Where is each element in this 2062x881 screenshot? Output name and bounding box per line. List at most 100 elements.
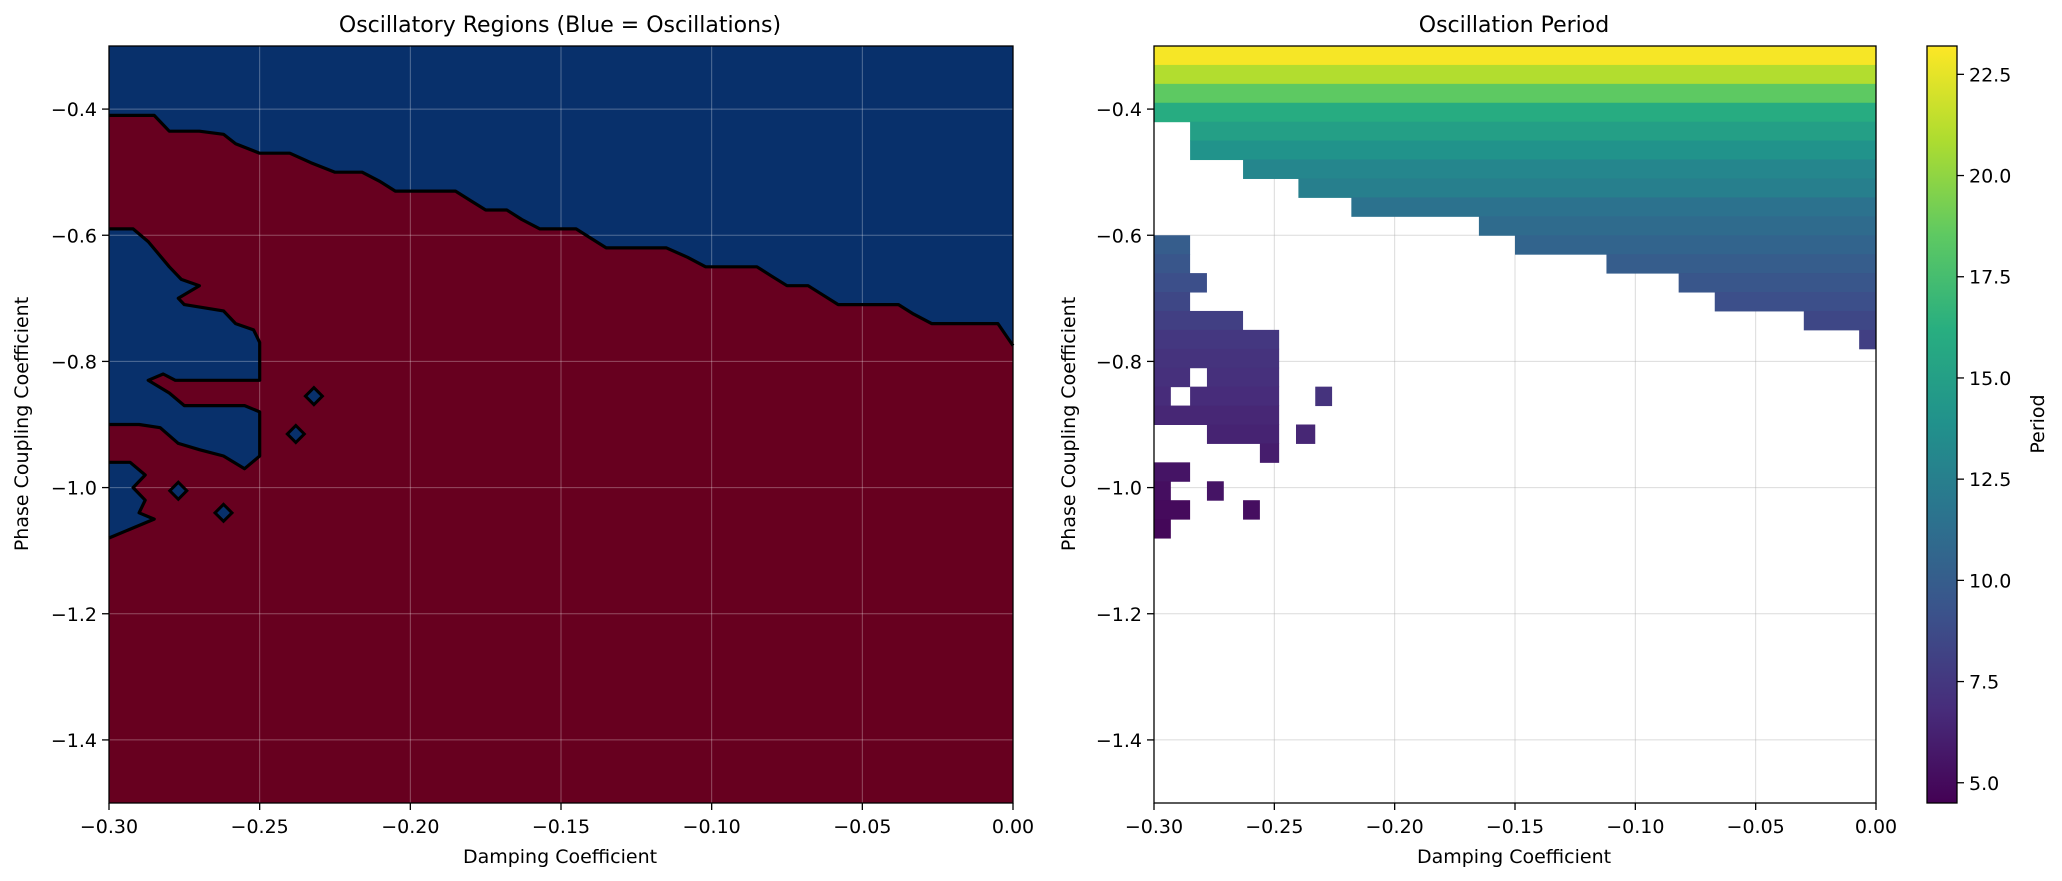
l-y-tick-label: −0.6: [51, 225, 97, 247]
period-cell: [1154, 481, 1171, 501]
period-row-cell: [1606, 254, 1876, 274]
left-y-axis-label: Phase Coupling Coefficient: [11, 297, 33, 551]
island-contour: [167, 480, 189, 502]
colorbar-tick-label: 12.5: [1969, 469, 2011, 491]
period-cell: [1206, 424, 1280, 444]
l-x-tick-label: −0.30: [80, 816, 138, 838]
l-x-tick-label: −0.10: [683, 816, 741, 838]
l-x-tick-label: −0.15: [532, 816, 590, 838]
colorbar-tick-label: 15.0: [1969, 368, 2011, 390]
period-cell: [1154, 519, 1171, 539]
colorbar-tick-label: 20.0: [1969, 166, 2011, 188]
period-row-cell: [1154, 46, 1876, 66]
period-cell: [1154, 310, 1244, 331]
period-row-cell: [1190, 140, 1876, 161]
oscillation-period-panel: Oscillation Period −0.30 −0.25 −0.20 −0.15−…: [1058, 13, 1897, 868]
l-y-tick-label: −0.4: [51, 99, 97, 121]
colorbar: 5.0 7.5 10.0 12.5 15.0 17.5 20.0 22.5 Period: [1926, 45, 2049, 804]
r-x-tick-label: −0.15: [1486, 816, 1544, 838]
period-cell: [1154, 348, 1280, 369]
period-cell: [1206, 367, 1280, 388]
boundary-contour-bottom-left: [108, 460, 156, 540]
r-x-tick-label: −0.20: [1366, 816, 1424, 838]
period-cell: [1154, 462, 1191, 482]
r-x-tick-label: −0.10: [1606, 816, 1664, 838]
period-row-cell: [1154, 102, 1876, 123]
left-y-ticks: −0.4 −0.6 −0.8 −1.0 −1.2 −1.4: [51, 99, 109, 752]
colorbar-ticks: 5.0 7.5 10.0 12.5 15.0 17.5 20.0 22.5: [1957, 64, 2011, 795]
oscillating-region-left: [109, 228, 260, 469]
period-row-cell: [1478, 216, 1876, 236]
right-y-axis-label: Phase Coupling Coefficient: [1058, 297, 1080, 551]
period-cell: [1190, 386, 1280, 407]
l-y-tick-label: −1.0: [51, 478, 97, 500]
left-chart-title: Oscillatory Regions (Blue = Oscillations…: [339, 13, 781, 38]
period-row-cell: [1351, 197, 1876, 217]
period-cell: [1154, 386, 1171, 407]
period-row-cell: [1154, 64, 1876, 85]
period-cell: [1154, 329, 1280, 350]
r-y-tick-label: −0.6: [1096, 225, 1142, 247]
period-row-cell: [1515, 235, 1876, 255]
r-x-tick-label: −0.05: [1727, 816, 1785, 838]
colorbar-tick-label: 17.5: [1969, 267, 2011, 289]
period-cell: [1154, 367, 1191, 388]
l-y-tick-label: −1.2: [51, 604, 97, 626]
left-x-ticks: −0.30 −0.25 −0.20 −0.15 −0.10 −0.05 0.00: [80, 803, 1034, 838]
l-x-tick-label: −0.20: [381, 816, 439, 838]
period-row-cell: [1678, 273, 1876, 293]
oscillating-region-bottom-left: [109, 462, 155, 538]
period-row-cell: [1298, 178, 1876, 198]
colorbar-tick-label: 22.5: [1969, 64, 2011, 86]
r-y-tick-label: −1.2: [1096, 604, 1142, 626]
r-x-tick-label: −0.30: [1125, 816, 1183, 838]
colorbar-tick-label: 10.0: [1969, 570, 2011, 592]
period-row-cell: [1190, 121, 1876, 142]
l-y-tick-label: −0.8: [51, 351, 97, 373]
island-contour: [303, 385, 325, 407]
period-cell: [1315, 386, 1333, 407]
r-y-tick-label: −0.8: [1096, 351, 1142, 373]
right-plot-area: [1153, 45, 1877, 804]
period-cell: [1243, 500, 1260, 520]
period-row-cell: [1714, 292, 1876, 312]
period-cell: [1154, 405, 1280, 425]
right-y-ticks: −0.4 −0.6 −0.8 −1.0 −1.2 −1.4: [1096, 99, 1154, 752]
oscillating-region-upper: [109, 46, 1013, 346]
period-cell: [1206, 481, 1224, 501]
colorbar-tick-label: 7.5: [1969, 672, 1999, 694]
period-cell: [1259, 443, 1280, 463]
period-row-cell: [1859, 329, 1876, 350]
island-contour: [285, 423, 307, 445]
right-x-ticks: −0.30 −0.25 −0.20 −0.15 −0.10 −0.05 0.00: [1125, 803, 1897, 838]
l-x-tick-label: 0.00: [992, 816, 1034, 838]
r-y-tick-label: −0.4: [1096, 99, 1142, 121]
period-cell: [1154, 254, 1191, 274]
period-row-cell: [1803, 310, 1876, 331]
colorbar-label: Period: [2027, 394, 2049, 453]
period-cell: [1295, 424, 1316, 444]
boundary-contour-left: [109, 227, 262, 471]
l-x-tick-label: −0.05: [833, 816, 891, 838]
period-cell: [1154, 500, 1191, 520]
period-cell: [1154, 292, 1191, 312]
left-x-axis-label: Damping Coefficient: [463, 846, 657, 868]
r-x-tick-label: −0.25: [1245, 816, 1303, 838]
oscillatory-regions-panel: Oscillatory Regions (Blue = Oscillations…: [11, 13, 1034, 868]
r-x-tick-label: 0.00: [1855, 816, 1897, 838]
period-row-cell: [1154, 83, 1876, 104]
l-y-tick-label: −1.4: [51, 730, 97, 752]
island-contour: [212, 502, 235, 524]
right-x-axis-label: Damping Coefficient: [1417, 846, 1611, 868]
right-chart-title: Oscillation Period: [1419, 13, 1609, 38]
period-row-cell: [1243, 159, 1876, 179]
boundary-contour-upper: [109, 113, 1015, 347]
r-y-tick-label: −1.0: [1096, 478, 1142, 500]
period-cell: [1154, 235, 1191, 255]
colorbar-tick-label: 5.0: [1969, 773, 1999, 795]
l-x-tick-label: −0.25: [231, 816, 289, 838]
r-y-tick-label: −1.4: [1096, 730, 1142, 752]
period-cell: [1154, 273, 1207, 293]
colorbar-gradient: [1926, 45, 1958, 804]
